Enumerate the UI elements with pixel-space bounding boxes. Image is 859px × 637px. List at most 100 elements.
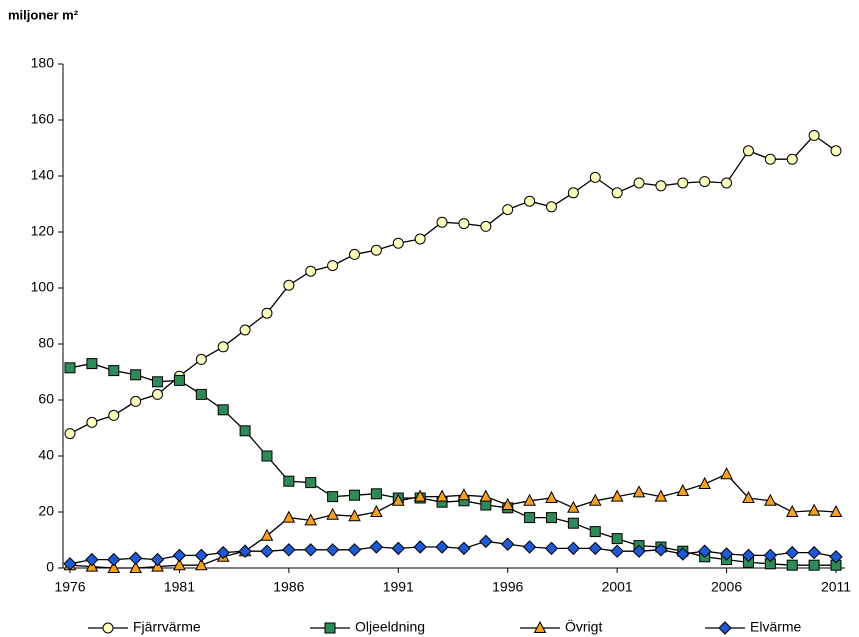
marker (369, 540, 384, 554)
marker (64, 428, 76, 440)
marker (195, 388, 207, 400)
marker (677, 177, 689, 189)
marker (632, 485, 646, 498)
marker (436, 216, 448, 228)
marker (699, 176, 711, 188)
x-tick-label: 1981 (164, 579, 195, 595)
marker (655, 180, 667, 192)
marker (545, 201, 557, 213)
y-tick-label: 120 (31, 223, 55, 239)
marker (413, 540, 427, 554)
x-tick-label: 2011 (821, 579, 851, 595)
marker (698, 476, 712, 489)
y-tick-label: 160 (31, 111, 55, 127)
marker (86, 358, 98, 370)
marker (128, 551, 143, 565)
marker (501, 537, 515, 551)
marker (283, 279, 295, 291)
marker (829, 550, 843, 564)
marker (261, 307, 273, 319)
marker (391, 541, 405, 556)
marker (130, 395, 142, 407)
marker (348, 509, 361, 522)
marker (610, 489, 624, 502)
marker (501, 497, 515, 510)
marker (545, 490, 558, 503)
marker (720, 467, 733, 480)
marker (611, 187, 623, 199)
marker (457, 541, 471, 556)
marker (195, 353, 207, 365)
marker (524, 195, 536, 207)
marker (239, 324, 251, 336)
marker (567, 500, 580, 513)
y-tick-label: 40 (38, 447, 54, 463)
marker (86, 416, 98, 428)
marker (304, 543, 318, 557)
marker (150, 552, 165, 567)
marker (567, 517, 579, 529)
marker (589, 526, 601, 538)
marker (807, 503, 821, 516)
marker (108, 365, 120, 377)
marker (85, 552, 99, 567)
marker (108, 409, 120, 421)
marker (566, 541, 581, 556)
marker (217, 341, 229, 353)
marker (327, 260, 339, 272)
marker (172, 548, 187, 563)
marker (239, 425, 251, 437)
marker (260, 528, 274, 541)
marker (173, 558, 186, 571)
marker (102, 622, 114, 634)
x-tick-label: 1991 (383, 579, 414, 595)
marker (260, 544, 274, 558)
marker (327, 491, 339, 503)
marker (283, 475, 295, 487)
marker (129, 560, 142, 573)
marker (741, 548, 756, 563)
y-tick-label: 80 (38, 335, 54, 351)
marker (414, 233, 426, 245)
marker (325, 543, 340, 557)
marker (305, 477, 317, 489)
marker (633, 177, 645, 189)
marker (533, 620, 547, 633)
marker (130, 369, 142, 381)
marker (524, 512, 536, 524)
marker (282, 543, 296, 557)
legend-label: Elvärme (750, 619, 802, 635)
marker (216, 545, 230, 560)
marker (457, 488, 471, 501)
marker (391, 493, 405, 506)
marker (305, 265, 317, 277)
marker (785, 504, 799, 517)
y-tick-label: 140 (31, 167, 55, 183)
marker (370, 244, 382, 256)
marker (697, 544, 712, 558)
marker (763, 548, 778, 563)
marker (370, 504, 383, 517)
marker (522, 540, 537, 554)
marker (829, 504, 843, 517)
marker (654, 489, 668, 502)
marker (63, 557, 77, 571)
marker (194, 548, 209, 563)
x-tick-label: 1986 (273, 579, 304, 595)
marker (107, 560, 121, 573)
marker (589, 171, 601, 183)
marker (786, 559, 798, 571)
marker (830, 145, 842, 157)
marker (588, 493, 602, 506)
marker (392, 237, 404, 249)
marker (194, 558, 208, 571)
marker (676, 483, 690, 496)
marker (610, 544, 624, 558)
marker (107, 552, 121, 567)
marker (545, 512, 557, 524)
marker (152, 376, 164, 388)
marker (347, 543, 362, 557)
marker (719, 547, 734, 561)
marker (217, 404, 229, 416)
